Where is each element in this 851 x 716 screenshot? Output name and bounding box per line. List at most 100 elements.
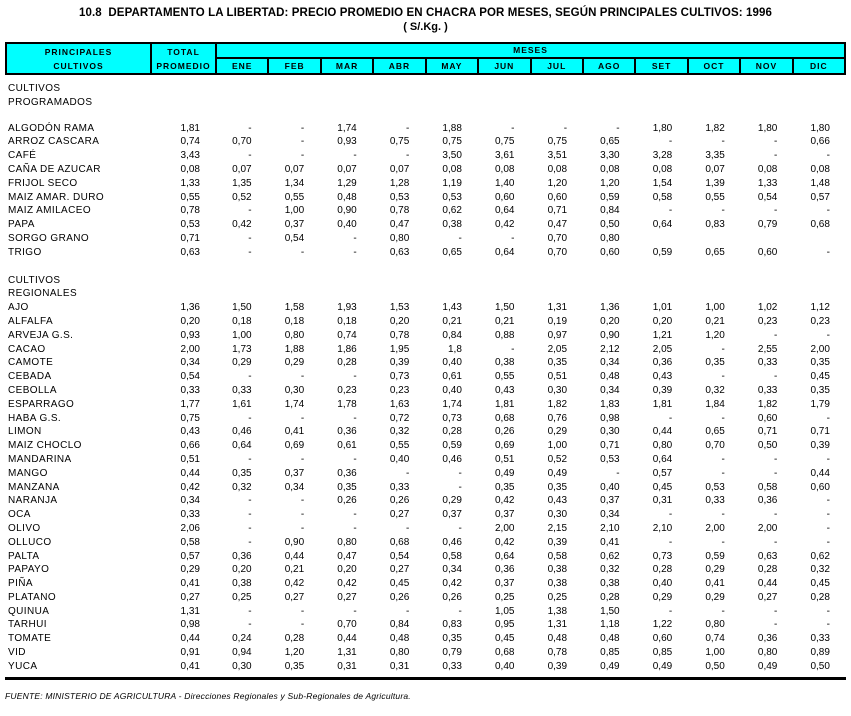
- value-dic: -: [826, 246, 830, 258]
- total-promedio-value: 0,98: [180, 619, 200, 631]
- value-jun: 0,95: [495, 619, 515, 631]
- value-jun: 0,88: [495, 329, 515, 341]
- value-set: -: [668, 136, 673, 148]
- value-feb: -: [300, 495, 305, 507]
- value-jun: 0,26: [495, 426, 515, 438]
- total-promedio-value: 1,77: [180, 398, 200, 410]
- value-jul: 0,25: [547, 591, 568, 603]
- value-jun: -: [511, 122, 515, 134]
- value-abr: 0,26: [389, 591, 410, 603]
- section-label: REGIONALES: [8, 288, 78, 300]
- table-row: CAMOTE 0,34 0,29 0,29 0,28 0,39 0,40 0,38 0,35 0,…: [5, 356, 846, 370]
- value-mar: 0,07: [337, 163, 357, 175]
- crop-name: SORGO GRANO: [8, 232, 90, 244]
- value-ene: 0,07: [232, 163, 252, 175]
- value-mar: 0,42: [337, 578, 357, 590]
- value-jun: 0,64: [495, 550, 515, 562]
- value-feb: -: [300, 605, 305, 617]
- value-nov: -: [774, 467, 778, 479]
- value-jun: -: [511, 232, 515, 244]
- table-row: OLLUCO 0,58 - 0,90 0,80 0,68 0,46 0,42 0,39 0,41 -…: [5, 536, 846, 550]
- month-header-mar: MAR: [322, 59, 375, 73]
- crop-name: CEBADA: [8, 371, 52, 383]
- value-mar: 0,23: [337, 384, 357, 396]
- header-principales-line: PRINCIPALES: [44, 47, 113, 57]
- value-jun: 0,35: [495, 481, 515, 493]
- crop-name: ARROZ CASCARA: [8, 136, 100, 148]
- value-nov: 0,27: [757, 591, 778, 603]
- value-ene: 0,94: [232, 647, 252, 659]
- table-row: OCA 0,33 - - - 0,27 0,37 0,37 0,30 0,34 - - - -: [5, 508, 846, 522]
- value-mar: 0,80: [337, 536, 357, 548]
- value-may: 0,26: [442, 591, 462, 603]
- header-promedio-line: PROMEDIO: [156, 61, 211, 71]
- value-dic: 0,23: [810, 315, 830, 327]
- value-ene: 0,25: [232, 591, 252, 603]
- crop-name: CACAO: [8, 343, 46, 355]
- total-promedio-value: 0,34: [180, 357, 200, 369]
- value-nov: 0,44: [757, 578, 778, 590]
- value-nov: 0,08: [757, 163, 778, 175]
- value-abr: 0,31: [389, 660, 410, 672]
- value-abr: 0,75: [389, 136, 410, 148]
- value-nov: -: [774, 205, 778, 217]
- table-row: NARANJA 0,34 - - 0,26 0,26 0,29 0,42 0,43 0,37 0,3…: [5, 494, 846, 508]
- value-dic: 0,62: [810, 550, 830, 562]
- value-oct: 0,50: [705, 660, 725, 672]
- value-mar: 1,29: [337, 177, 357, 189]
- month-header-nov: NOV: [741, 59, 794, 73]
- value-dic: 1,12: [810, 302, 830, 314]
- value-jul: 1,00: [547, 440, 568, 452]
- value-jul: 0,35: [547, 357, 568, 369]
- value-dic: 0,39: [810, 440, 830, 452]
- value-ene: 0,33: [232, 384, 252, 396]
- value-oct: 1,39: [705, 177, 725, 189]
- value-may: 1,19: [442, 177, 462, 189]
- value-may: 0,08: [442, 163, 462, 175]
- value-jul: 0,78: [547, 647, 568, 659]
- value-abr: 0,45: [389, 578, 410, 590]
- value-may: 1,43: [442, 302, 462, 314]
- crop-name: CAÑA DE AZUCAR: [8, 163, 101, 175]
- crop-name: CAFÉ: [8, 150, 37, 162]
- value-may: 0,29: [442, 495, 462, 507]
- total-promedio-value: 2,00: [180, 343, 200, 355]
- value-ago: 0,37: [600, 495, 620, 507]
- table-row: MAIZ AMILACEO 0,78 - 1,00 0,90 0,78 0,62 0,64 0,…: [5, 204, 846, 218]
- value-feb: 0,54: [284, 232, 305, 244]
- value-feb: -: [300, 522, 305, 534]
- crop-name: MAIZ AMILACEO: [8, 205, 91, 217]
- value-may: -: [458, 605, 462, 617]
- value-ago: 0,85: [600, 647, 620, 659]
- value-abr: 0,48: [389, 633, 410, 645]
- value-oct: -: [721, 453, 725, 465]
- value-nov: -: [774, 509, 778, 521]
- total-promedio-value: 0,41: [180, 578, 200, 590]
- value-abr: -: [405, 605, 410, 617]
- value-ago: 1,36: [600, 302, 620, 314]
- value-ene: 1,61: [232, 398, 252, 410]
- value-mar: 0,40: [337, 219, 357, 231]
- value-dic: -: [826, 605, 830, 617]
- value-ago: 0,53: [600, 453, 620, 465]
- value-set: 0,28: [652, 564, 673, 576]
- value-set: 0,59: [652, 246, 673, 258]
- table-row: CAFÉ 3,43 - - - - 3,50 3,61 3,51 3,30 3,28 3,35 - -: [5, 149, 846, 163]
- value-jun: 1,05: [495, 605, 515, 617]
- value-feb: 1,58: [284, 302, 305, 314]
- value-abr: 0,47: [389, 219, 410, 231]
- value-feb: 0,41: [284, 426, 305, 438]
- value-dic: -: [826, 619, 830, 631]
- value-jul: 0,76: [547, 412, 568, 424]
- value-jun: 0,37: [495, 509, 515, 521]
- value-set: 1,54: [652, 177, 673, 189]
- value-jun: 0,55: [495, 371, 515, 383]
- value-ene: 0,38: [232, 578, 252, 590]
- value-nov: 0,49: [757, 660, 778, 672]
- value-dic: 0,08: [810, 163, 830, 175]
- value-mar: 1,78: [337, 398, 357, 410]
- total-promedio-value: 2,06: [180, 522, 200, 534]
- total-promedio-value: 0,75: [180, 412, 200, 424]
- value-dic: 0,66: [810, 136, 830, 148]
- value-set: 0,39: [652, 384, 673, 396]
